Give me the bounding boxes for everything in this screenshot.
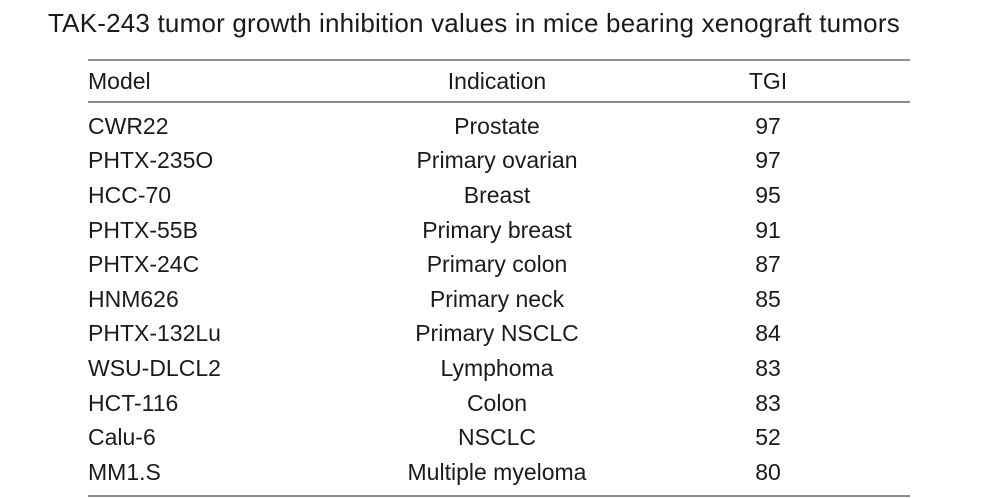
- indication-cell: NSCLC: [458, 424, 536, 451]
- table-row: MM1.S Multiple myeloma 80: [88, 455, 910, 490]
- tgi-table: Model Indication TGI CWR22 Prostate 97 P…: [88, 59, 910, 497]
- tgi-cell: 97: [755, 147, 781, 174]
- table-row: HNM626 Primary neck 85: [88, 282, 910, 317]
- indication-cell: Primary colon: [426, 251, 568, 278]
- tgi-cell: 83: [755, 389, 781, 416]
- model-cell: CWR22: [88, 112, 169, 139]
- table-row: HCT-116 Colon 83: [88, 386, 910, 421]
- indication-cell: Prostate: [454, 112, 540, 139]
- model-cell: PHTX-24C: [88, 251, 200, 278]
- tgi-cell: 91: [755, 216, 781, 243]
- table-body: CWR22 Prostate 97 PHTX-235O Primary ovar…: [88, 103, 910, 495]
- tgi-cell: 80: [755, 458, 781, 485]
- page-title: TAK-243 tumor growth inhibition values i…: [48, 8, 900, 38]
- indication-cell: Primary neck: [429, 285, 565, 312]
- table-row: PHTX-55B Primary breast 91: [88, 213, 910, 248]
- table-row: PHTX-235O Primary ovarian 97: [88, 144, 910, 179]
- model-cell: PHTX-55B: [88, 216, 198, 243]
- tgi-cell: 83: [755, 354, 781, 381]
- indication-cell: Breast: [463, 181, 531, 208]
- tgi-cell: 52: [755, 424, 781, 451]
- tgi-cell: 87: [755, 251, 781, 278]
- model-cell: MM1.S: [88, 458, 161, 485]
- indication-cell: Primary ovarian: [416, 147, 578, 174]
- header-tgi: TGI: [748, 67, 788, 94]
- model-cell: HCC-70: [88, 181, 172, 208]
- tgi-cell: 84: [755, 320, 781, 347]
- model-cell: PHTX-132Lu: [88, 320, 221, 347]
- table-row: Calu-6 NSCLC 52: [88, 420, 910, 455]
- model-cell: Calu-6: [88, 424, 156, 451]
- indication-cell: Lymphoma: [440, 354, 554, 381]
- table-row: PHTX-132Lu Primary NSCLC 84: [88, 317, 910, 352]
- table-row: PHTX-24C Primary colon 87: [88, 247, 910, 282]
- model-cell: PHTX-235O: [88, 147, 214, 174]
- model-cell: HNM626: [88, 285, 179, 312]
- header-model: Model: [88, 67, 151, 94]
- table-row: CWR22 Prostate 97: [88, 109, 910, 144]
- indication-cell: Colon: [466, 389, 528, 416]
- tgi-cell: 85: [755, 285, 781, 312]
- indication-cell: Primary breast: [422, 216, 572, 243]
- table-row: WSU-DLCL2 Lymphoma 83: [88, 351, 910, 386]
- table-row: HCC-70 Breast 95: [88, 178, 910, 213]
- tgi-cell: 97: [755, 112, 781, 139]
- table-header: Model Indication TGI: [88, 61, 910, 103]
- header-indication: Indication: [447, 67, 547, 94]
- model-cell: WSU-DLCL2: [88, 354, 221, 381]
- indication-cell: Multiple myeloma: [407, 458, 587, 485]
- model-cell: HCT-116: [88, 389, 179, 416]
- indication-cell: Primary NSCLC: [415, 320, 579, 347]
- tgi-cell: 95: [755, 181, 781, 208]
